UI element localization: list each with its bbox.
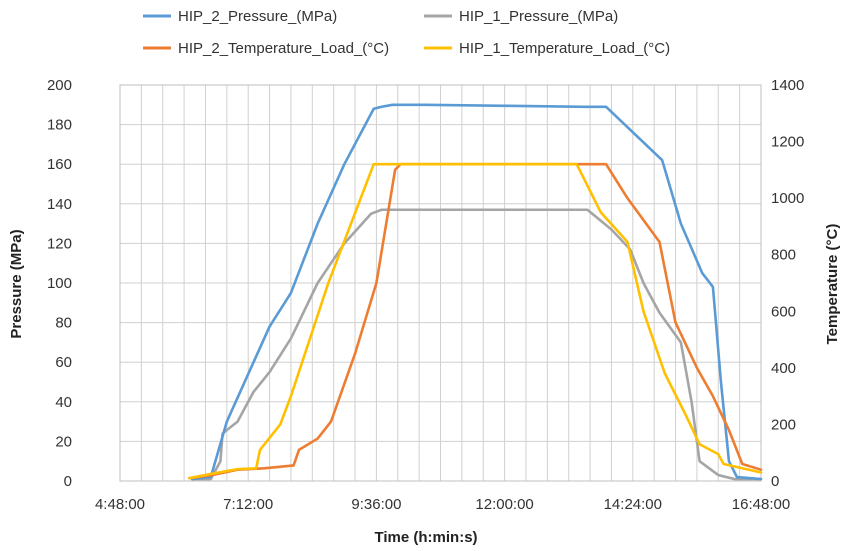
x-tick-label: 16:48:00 [732,496,790,513]
x-tick-label: 12:00:00 [475,496,533,513]
y-tick-label: 200 [47,77,72,94]
y2-tick-label: 0 [771,473,779,490]
plot-frame [119,84,762,482]
y-tick-label: 160 [47,156,72,173]
legend: HIP_2_Pressure_(MPa) HIP_1_Pressure_(MPa)… [143,8,670,57]
series-line-HIP_2_Pressure_(MPa) [190,103,763,481]
y-tick-label: 180 [47,117,72,134]
y2-tick-label: 1000 [771,190,804,207]
y2-tick-label: 400 [771,360,796,377]
series-line-HIP_1_Pressure_(MPa) [190,208,763,481]
y2-axis-title: Temperature (°C) [824,224,841,345]
series-line-HIP_2_Temperature_Load_(°C) [188,162,763,480]
series-line-HIP_1_Temperature_Load_(°C) [188,162,763,480]
ticks: 0 20 40 60 80 100 120 140 160 180 200 0 200 400 600 800… [47,77,804,513]
y-axis-title: Pressure (MPa) [8,229,25,338]
y-tick-label: 100 [47,275,72,292]
x-tick-label: 9:36:00 [351,496,401,513]
series-layer [188,103,763,481]
y-tick-label: 40 [55,394,72,411]
y2-tick-label: 600 [771,303,796,320]
y-tick-label: 60 [55,354,72,371]
y2-tick-label: 200 [771,416,796,433]
y-tick-label: 20 [55,433,72,450]
legend-label: HIP_2_Temperature_Load_(°C) [178,40,389,57]
x-axis-title: Time (h:min:s) [374,529,477,546]
y2-tick-label: 1200 [771,134,804,151]
x-tick-label: 14:24:00 [604,496,662,513]
legend-label: HIP_1_Pressure_(MPa) [459,8,618,25]
x-tick-label: 4:48:00 [95,496,145,513]
y-tick-label: 0 [64,473,72,490]
y2-tick-label: 800 [771,247,796,264]
y2-tick-label: 1400 [771,77,804,94]
gridlines [119,84,762,482]
legend-label: HIP_1_Temperature_Load_(°C) [459,40,670,57]
y-tick-label: 80 [55,315,72,332]
legend-label: HIP_2_Pressure_(MPa) [178,8,337,25]
x-tick-label: 7:12:00 [223,496,273,513]
y-tick-label: 140 [47,196,72,213]
y-tick-label: 120 [47,235,72,252]
